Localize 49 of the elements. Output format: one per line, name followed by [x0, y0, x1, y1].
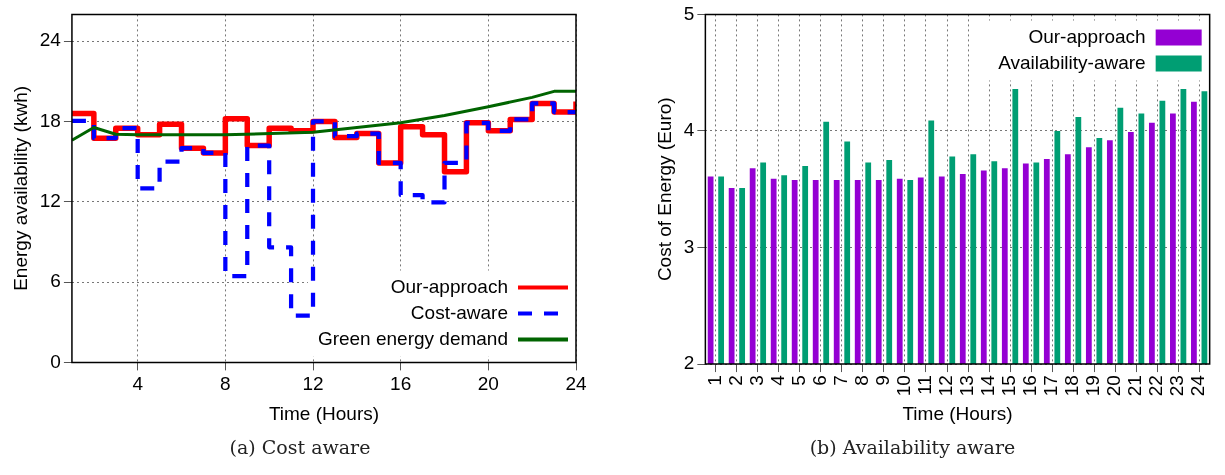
x-tick-label: 8 — [220, 373, 231, 395]
x-axis-title: Time (Hours) — [902, 402, 1013, 424]
x-tick-label: 16 — [390, 373, 412, 395]
x-tick-label: 2 — [725, 375, 747, 386]
x-tick-label: 6 — [809, 375, 831, 386]
y-tick-label: 6 — [50, 270, 61, 292]
x-tick-label: 12 — [935, 375, 957, 397]
x-tick-label: 21 — [1124, 375, 1146, 397]
text: (b) Availability aware — [808, 436, 1017, 458]
x-tick-label: 20 — [477, 373, 499, 395]
y-tick-label: 24 — [39, 29, 62, 51]
x-tick-label: 14 — [977, 374, 999, 397]
x-tick-label: 19 — [1082, 375, 1104, 397]
x-tick-label: 17 — [1040, 375, 1062, 397]
y-axis-title: Cost of Energy (Euro) — [653, 97, 675, 282]
legend-label: Our-approach — [1028, 25, 1146, 47]
x-tick-label: 16 — [1019, 375, 1041, 397]
x-tick-label: 22 — [1145, 375, 1167, 397]
x-tick-label: 24 — [565, 373, 587, 395]
text: (a) Cost aware — [228, 436, 372, 458]
x-tick-label: 4 — [132, 373, 144, 395]
x-tick-label: 7 — [830, 375, 852, 386]
x-tick-label: 15 — [998, 375, 1020, 397]
x-tick-label: 1 — [704, 375, 726, 386]
x-tick-label: 18 — [1061, 375, 1083, 397]
legend-label: Cost-aware — [410, 301, 508, 323]
x-tick-label: 11 — [914, 375, 936, 395]
x-tick-label: 13 — [956, 375, 978, 397]
y-tick-label: 5 — [683, 2, 695, 24]
y-tick-label: 12 — [39, 190, 61, 212]
x-tick-label: 9 — [872, 375, 894, 386]
x-tick-label: 10 — [893, 375, 915, 397]
x-tick-label: 4 — [767, 374, 789, 386]
legend-label: Availability-aware — [998, 51, 1146, 73]
y-tick-label: 0 — [50, 350, 61, 372]
x-tick-label: 20 — [1103, 375, 1125, 397]
y-tick-label: 18 — [39, 109, 61, 131]
legend-label: Green energy demand — [317, 327, 508, 349]
x-tick-label: 8 — [851, 375, 873, 386]
x-tick-label: 3 — [746, 375, 768, 386]
x-tick-label: 5 — [788, 375, 810, 386]
x-tick-label: 23 — [1166, 375, 1188, 397]
x-tick-label: 12 — [302, 373, 324, 395]
y-axis-title: Energy availability (kwh) — [9, 85, 31, 291]
x-axis-title: Time (Hours) — [268, 402, 380, 424]
legend-label: Our-approach — [390, 275, 508, 297]
y-tick-label: 4 — [683, 119, 695, 141]
y-tick-label: 3 — [683, 235, 695, 257]
x-tick-label: 24 — [1187, 374, 1209, 397]
